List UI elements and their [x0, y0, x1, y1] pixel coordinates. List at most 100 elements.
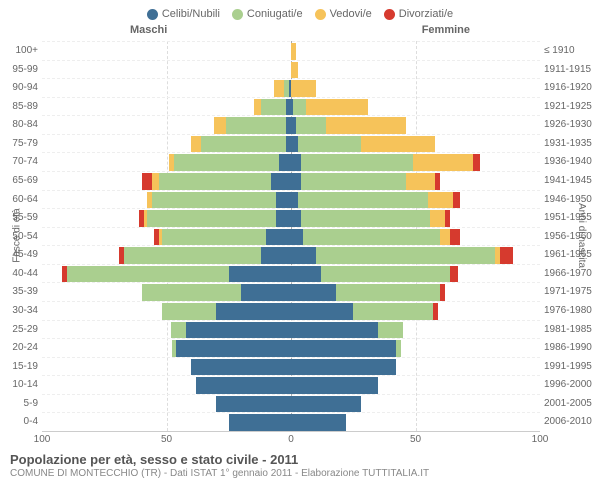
birth-year-label: 1981-1985	[540, 321, 592, 340]
age-label: 30-34	[12, 302, 42, 321]
legend-item: Coniugati/e	[232, 8, 303, 20]
age-label: 15-19	[12, 358, 42, 377]
bar-segment	[226, 117, 286, 134]
bar-segment	[196, 377, 291, 394]
x-tick-label: 50	[161, 434, 172, 445]
age-label: 70-74	[12, 153, 42, 172]
male-bar	[42, 414, 291, 431]
bar-segment	[301, 210, 430, 227]
chart-plot-area: 100+≤ 191095-991911-191590-941916-192085…	[42, 41, 540, 432]
bar-segment	[261, 247, 291, 264]
bar-segment	[276, 210, 291, 227]
birth-year-label: 2006-2010	[540, 413, 592, 432]
bar-segment	[142, 173, 152, 190]
bar-segment	[241, 284, 291, 301]
bar-segment	[303, 229, 440, 246]
age-row: 75-791931-1935	[42, 134, 540, 154]
bar-segment	[500, 247, 512, 264]
legend-swatch	[384, 9, 395, 20]
age-row: 65-691941-1945	[42, 171, 540, 191]
bar-segment	[301, 173, 406, 190]
age-row: 70-741936-1940	[42, 152, 540, 172]
birth-year-label: 2001-2005	[540, 395, 592, 414]
age-row: 35-391971-1975	[42, 282, 540, 302]
bar-segment	[440, 284, 445, 301]
birth-year-label: 1961-1965	[540, 246, 592, 265]
birth-year-label: 1941-1945	[540, 172, 592, 191]
bar-segment	[171, 322, 186, 339]
female-bar	[291, 173, 540, 190]
column-headers: Maschi Femmine	[0, 24, 600, 39]
header-males: Maschi	[130, 24, 167, 36]
legend: Celibi/Nubili Coniugati/e Vedovi/e Divorzia…	[0, 0, 600, 24]
bar-segment	[162, 229, 267, 246]
legend-swatch	[315, 9, 326, 20]
birth-year-label: 1926-1930	[540, 116, 592, 135]
bar-segment	[291, 414, 346, 431]
bar-segment	[321, 266, 450, 283]
age-label: 10-14	[12, 376, 42, 395]
legend-swatch	[232, 9, 243, 20]
male-bar	[42, 322, 291, 339]
bar-segment	[266, 229, 291, 246]
x-tick-label: 0	[288, 434, 294, 445]
legend-label: Celibi/Nubili	[162, 8, 220, 20]
birth-year-label: 1956-1960	[540, 228, 592, 247]
female-bar	[291, 322, 540, 339]
birth-year-label: 1986-1990	[540, 339, 592, 358]
age-row: 30-341976-1980	[42, 301, 540, 321]
age-label: 0-4	[24, 413, 42, 432]
birth-year-label: ≤ 1910	[540, 42, 575, 61]
age-row: 50-541956-1960	[42, 227, 540, 247]
birth-year-label: 1966-1970	[540, 265, 592, 284]
male-bar	[42, 377, 291, 394]
legend-label: Vedovi/e	[330, 8, 372, 20]
age-label: 90-94	[12, 79, 42, 98]
age-row: 15-191991-1995	[42, 357, 540, 377]
age-row: 80-841926-1930	[42, 115, 540, 135]
age-label: 25-29	[12, 321, 42, 340]
female-bar	[291, 414, 540, 431]
bar-segment	[254, 99, 261, 116]
birth-year-label: 1996-2000	[540, 376, 592, 395]
bar-segment	[291, 62, 298, 79]
birth-year-label: 1976-1980	[540, 302, 592, 321]
age-row: 10-141996-2000	[42, 375, 540, 395]
bar-segment	[291, 192, 298, 209]
male-bar	[42, 173, 291, 190]
bar-segment	[191, 136, 201, 153]
birth-year-label: 1916-1920	[540, 79, 592, 98]
female-bar	[291, 377, 540, 394]
bar-segment	[216, 396, 291, 413]
bar-segment	[152, 192, 277, 209]
title-block: Popolazione per età, sesso e stato civil…	[0, 446, 600, 479]
bar-segment	[435, 173, 440, 190]
birth-year-label: 1911-1915	[540, 61, 591, 80]
female-bar	[291, 303, 540, 320]
birth-year-label: 1971-1975	[540, 283, 592, 302]
female-bar	[291, 359, 540, 376]
bar-segment	[124, 247, 261, 264]
bar-segment	[142, 284, 242, 301]
male-bar	[42, 154, 291, 171]
female-bar	[291, 43, 540, 60]
age-row: 0-42006-2010	[42, 412, 540, 432]
male-bar	[42, 43, 291, 60]
bar-segment	[430, 210, 445, 227]
bar-segment	[152, 173, 159, 190]
bar-segment	[162, 303, 217, 320]
male-bar	[42, 247, 291, 264]
legend-item: Divorziati/e	[384, 8, 453, 20]
female-bar	[291, 99, 540, 116]
female-bar	[291, 192, 540, 209]
bar-segment	[316, 247, 495, 264]
age-row: 95-991911-1915	[42, 60, 540, 80]
male-bar	[42, 340, 291, 357]
age-label: 80-84	[12, 116, 42, 135]
x-tick-label: 100	[34, 434, 51, 445]
x-tick-label: 100	[532, 434, 549, 445]
age-label: 100+	[15, 42, 42, 61]
age-row: 90-941916-1920	[42, 78, 540, 98]
age-label: 40-44	[12, 265, 42, 284]
bar-segment	[291, 173, 301, 190]
